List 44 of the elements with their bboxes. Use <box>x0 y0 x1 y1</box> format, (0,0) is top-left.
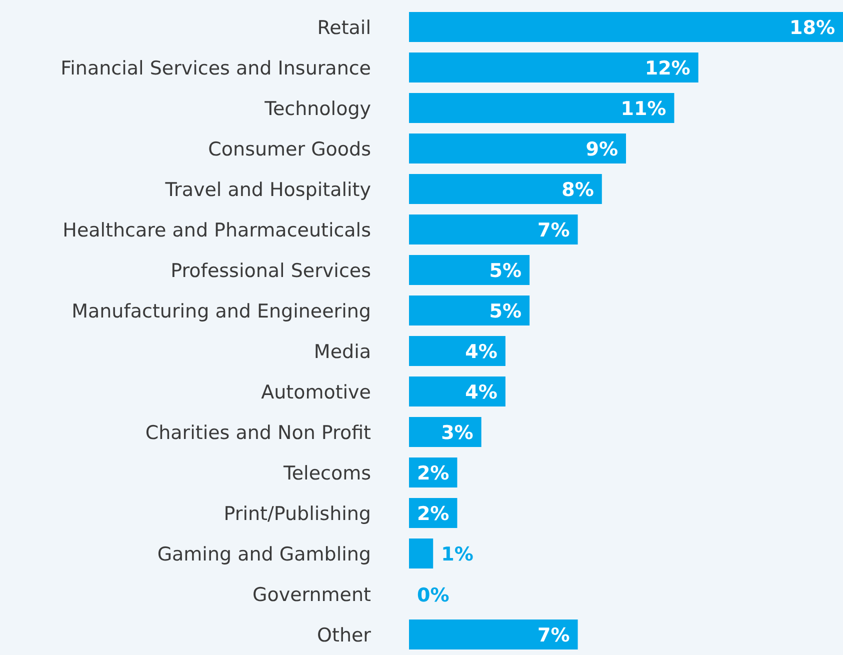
y-tick-label: Print/Publishing <box>224 502 371 525</box>
bar <box>409 255 530 285</box>
data-label: 2% <box>416 462 450 484</box>
data-label: 4% <box>465 382 498 404</box>
y-tick-label: Government <box>252 584 371 606</box>
bar <box>409 538 434 568</box>
y-tick-label: Financial Services and Insurance <box>60 57 371 80</box>
data-label: 12% <box>644 58 690 80</box>
y-tick-label: Consumer Goods <box>208 138 371 160</box>
data-label: 8% <box>562 179 594 201</box>
bar <box>409 376 506 406</box>
y-tick-label: Gaming and Gambling <box>157 543 371 566</box>
bar <box>409 214 578 244</box>
data-label: 0% <box>417 584 450 606</box>
data-label: 4% <box>465 341 498 363</box>
data-label: 11% <box>620 98 666 120</box>
y-tick-label: Professional Services <box>170 260 371 282</box>
y-tick-label: Travel and Hospitality <box>164 178 371 201</box>
y-tick-label: Charities and Non Profit <box>145 422 371 444</box>
data-label: 7% <box>538 220 570 242</box>
data-label: 1% <box>441 544 474 566</box>
bar <box>409 93 674 123</box>
bar <box>409 12 843 42</box>
data-label: 9% <box>586 138 618 160</box>
y-tick-label: Technology <box>264 98 371 120</box>
bar <box>409 174 602 204</box>
y-tick-label: Other <box>317 624 372 646</box>
data-label: 5% <box>489 300 522 322</box>
data-label: 2% <box>416 503 450 525</box>
y-tick-label: Healthcare and Pharmaceuticals <box>62 219 371 242</box>
bar <box>409 296 530 326</box>
y-tick-label: Retail <box>317 16 371 39</box>
y-tick-label: Manufacturing and Engineering <box>72 300 371 322</box>
y-tick-label: Media <box>314 340 371 363</box>
data-label: 5% <box>489 260 522 282</box>
y-tick-label: Automotive <box>261 381 371 404</box>
bar <box>409 52 698 82</box>
bar <box>409 134 626 164</box>
bar <box>409 620 578 650</box>
data-label: 18% <box>790 17 835 39</box>
data-label: 7% <box>538 624 570 646</box>
bar <box>409 336 506 366</box>
data-label: 3% <box>441 422 474 444</box>
y-tick-label: Telecoms <box>282 462 371 484</box>
